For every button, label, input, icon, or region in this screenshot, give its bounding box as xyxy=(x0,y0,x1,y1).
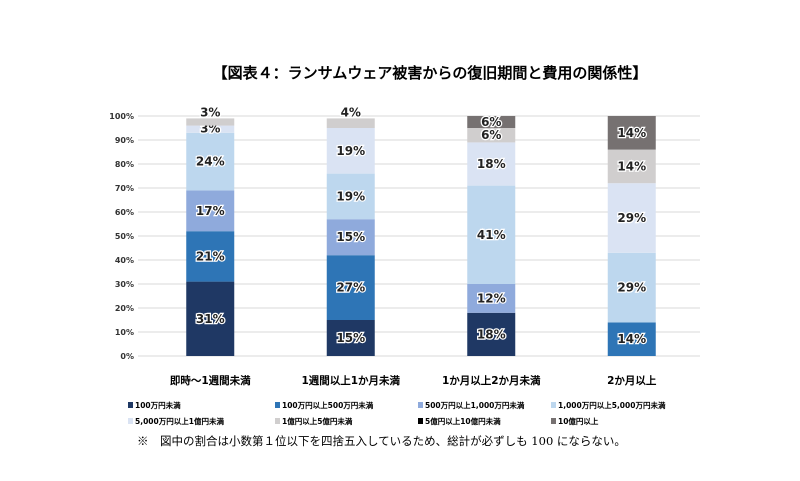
legend-item: 100万円以上500万円未満 xyxy=(275,400,374,410)
data-label: 27% xyxy=(336,281,365,295)
legend-label: 1億円以上5億円未満 xyxy=(282,416,353,426)
legend-label: 5,000万円以上1億円未満 xyxy=(135,416,224,426)
y-tick-label: 10% xyxy=(115,328,134,337)
bar-segment xyxy=(467,128,516,143)
x-category-label: 2か月以上 xyxy=(607,374,657,387)
legend-swatch xyxy=(128,402,133,408)
y-tick-label: 0% xyxy=(120,352,134,361)
legend-label: 5億円以上10億円未満 xyxy=(425,416,501,426)
bar-segment xyxy=(326,128,375,174)
legend-item: 10億円以上 xyxy=(551,416,599,426)
x-category-label: 1週間以上1か月未満 xyxy=(301,374,400,387)
legend-item: 1億円以上5億円未満 xyxy=(275,416,353,426)
bar-segment xyxy=(607,183,656,253)
bar-segment xyxy=(467,284,516,313)
legend-swatch xyxy=(418,418,423,424)
bar-segment xyxy=(326,173,375,220)
data-label: 6% xyxy=(481,115,501,129)
legend-item: 100万円未満 xyxy=(128,400,181,410)
data-label: 4% xyxy=(341,105,361,119)
data-label: 24% xyxy=(196,155,225,169)
bar-segment xyxy=(186,118,235,126)
bar-segment xyxy=(467,185,516,284)
data-label: 17% xyxy=(196,204,225,218)
data-label: 41% xyxy=(477,228,506,242)
bar-segment xyxy=(326,219,375,256)
data-label: 14% xyxy=(617,332,646,346)
legend-swatch xyxy=(275,402,280,408)
y-tick-label: 100% xyxy=(109,112,134,121)
data-label: 19% xyxy=(336,144,365,158)
legend-item: 500万円以上1,000万円未満 xyxy=(418,400,525,410)
legend-swatch xyxy=(551,418,556,424)
y-tick-label: 30% xyxy=(115,280,134,289)
legend-item: 5,000万円以上1億円未満 xyxy=(128,416,224,426)
bar-segment xyxy=(186,190,235,232)
legend-item: 1,000万円以上5,000万円未満 xyxy=(551,400,666,410)
data-label: 19% xyxy=(336,189,365,203)
bar-segment xyxy=(186,281,235,356)
data-label: 12% xyxy=(477,291,506,305)
bar-segment xyxy=(467,142,516,186)
data-label: 29% xyxy=(617,211,646,225)
data-label: 3% xyxy=(200,105,220,119)
data-label: 29% xyxy=(617,281,646,295)
legend-label: 1,000万円以上5,000万円未満 xyxy=(558,400,666,410)
bar-segment xyxy=(326,255,375,320)
y-tick-label: 50% xyxy=(115,232,134,241)
bar-segment xyxy=(186,132,235,191)
legend-label: 500万円以上1,000万円未満 xyxy=(425,400,525,410)
legend-label: 100万円未満 xyxy=(135,400,181,410)
data-label: 6% xyxy=(481,128,501,142)
data-label: 31% xyxy=(196,312,225,326)
chart-note: ※ 図中の割合は小数第１位以下を四捨五入しているため、総計が必ずしも 100 に… xyxy=(137,434,626,448)
bar-segment xyxy=(467,312,516,356)
y-tick-label: 40% xyxy=(115,256,134,265)
bar-segment xyxy=(467,116,516,128)
x-category-label: 1か月以上2か月未満 xyxy=(442,374,541,387)
legend-label: 10億円以上 xyxy=(558,416,599,426)
legend-swatch xyxy=(275,418,280,424)
data-label: 18% xyxy=(477,327,506,341)
legend-item: 5億円以上10億円未満 xyxy=(418,416,501,426)
data-label: 21% xyxy=(196,249,225,263)
y-tick-label: 70% xyxy=(115,184,134,193)
data-label: 15% xyxy=(336,331,365,345)
legend-swatch xyxy=(551,402,556,408)
bar-segment xyxy=(326,118,375,128)
bar-segment xyxy=(607,322,656,356)
y-tick-label: 20% xyxy=(115,304,134,313)
y-tick-label: 90% xyxy=(115,136,134,145)
bar-segment xyxy=(186,125,235,133)
data-label: 15% xyxy=(336,230,365,244)
bar-segment xyxy=(607,116,656,150)
bar-segment xyxy=(326,320,375,356)
legend-label: 100万円以上500万円未満 xyxy=(282,400,374,410)
y-tick-label: 80% xyxy=(115,160,134,169)
bar-segment xyxy=(607,149,656,184)
x-category-label: 即時〜1週間未満 xyxy=(170,374,251,387)
data-label: 14% xyxy=(617,126,646,140)
y-tick-label: 60% xyxy=(115,208,134,217)
chart-title: 【図表４：ランサムウェア被害からの復旧期間と費用の関係性】 xyxy=(213,64,648,82)
data-label: 14% xyxy=(617,159,646,173)
data-label: 18% xyxy=(477,157,506,171)
bar-segment xyxy=(607,252,656,323)
legend-swatch xyxy=(418,402,423,408)
bar-segment xyxy=(186,231,235,282)
legend-swatch xyxy=(128,418,133,424)
